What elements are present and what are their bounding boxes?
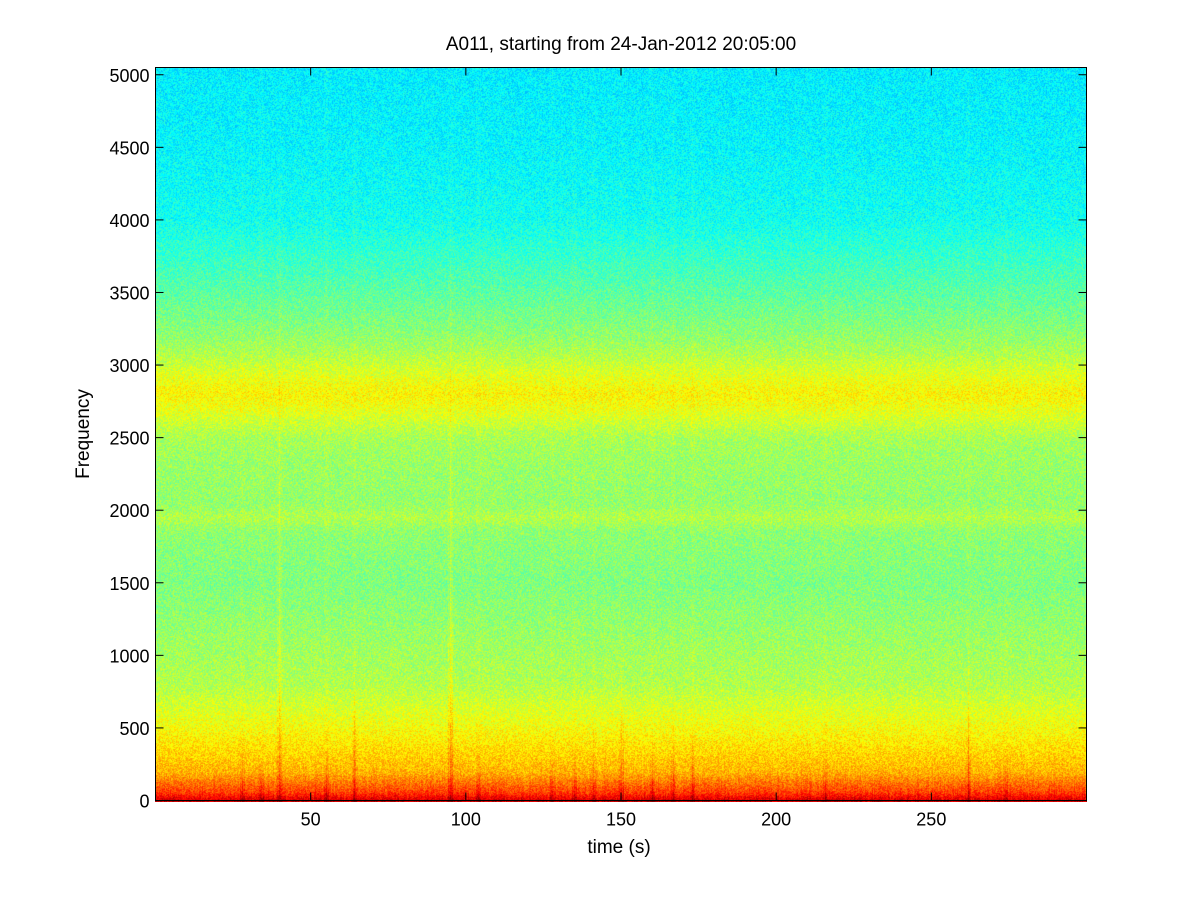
y-tick-label: 2500 — [109, 429, 149, 449]
x-tick-label: 100 — [451, 810, 481, 830]
y-axis-label: Frequency — [73, 389, 94, 479]
y-tick-label: 3500 — [109, 283, 149, 303]
spectrogram-heatmap — [155, 67, 1087, 802]
x-tick-label: 200 — [761, 810, 791, 830]
y-tick-label: 1000 — [109, 646, 149, 666]
y-tick-label: 1500 — [109, 574, 149, 594]
y-tick-label: 4000 — [109, 211, 149, 231]
x-axis-label: time (s) — [587, 837, 650, 858]
y-tick-label: 4500 — [109, 138, 149, 158]
plot-frame — [155, 67, 1087, 801]
y-tick-label: 5000 — [109, 66, 149, 86]
y-axis-ticks: 0 500 1000 1500 2000 2500 3000 3500 4000 4500 5000 — [109, 66, 1087, 812]
x-axis-ticks: 50 100 150 200 250 — [301, 67, 946, 830]
y-tick-label: 500 — [119, 719, 149, 739]
x-tick-label: 250 — [916, 810, 946, 830]
x-tick-label: 150 — [606, 810, 636, 830]
x-tick-label: 50 — [301, 810, 321, 830]
chart-title: A011, starting from 24-Jan-2012 20:05:00 — [446, 34, 796, 55]
y-tick-label: 3000 — [109, 356, 149, 376]
y-tick-label: 2000 — [109, 501, 149, 521]
y-tick-label: 0 — [139, 792, 149, 812]
